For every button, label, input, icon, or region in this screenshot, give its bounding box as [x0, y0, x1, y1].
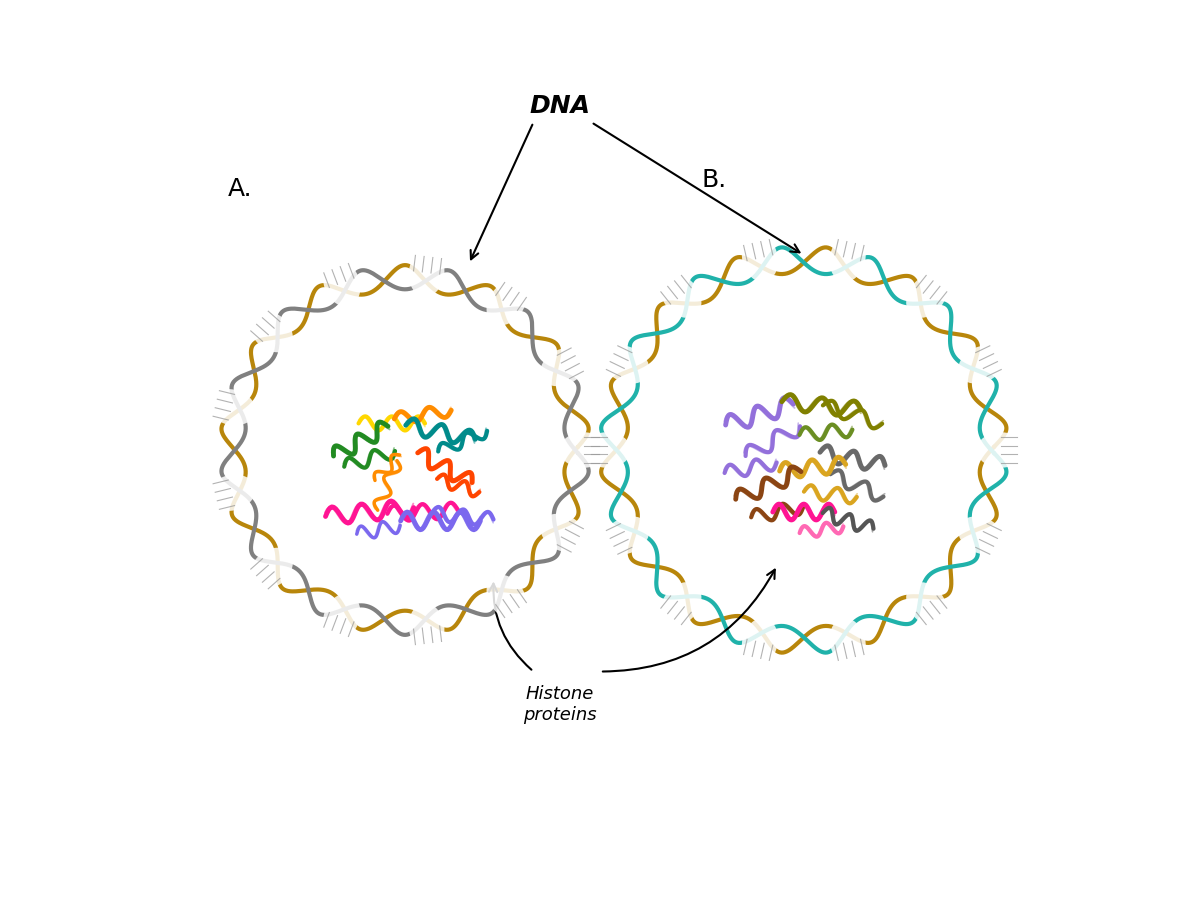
Ellipse shape — [958, 517, 1004, 554]
Ellipse shape — [660, 274, 702, 318]
Ellipse shape — [977, 432, 1025, 468]
Ellipse shape — [742, 618, 778, 666]
Ellipse shape — [602, 517, 649, 554]
Ellipse shape — [906, 274, 947, 318]
Ellipse shape — [250, 548, 293, 590]
Ellipse shape — [742, 234, 778, 282]
Text: A.: A. — [228, 176, 252, 201]
Ellipse shape — [829, 234, 865, 282]
Ellipse shape — [208, 474, 256, 511]
Ellipse shape — [540, 514, 587, 553]
Ellipse shape — [323, 594, 360, 641]
Ellipse shape — [486, 575, 527, 619]
Ellipse shape — [660, 582, 702, 626]
Ellipse shape — [602, 346, 649, 383]
Ellipse shape — [250, 310, 293, 352]
Text: B.: B. — [702, 167, 727, 192]
Ellipse shape — [829, 618, 865, 666]
Ellipse shape — [486, 281, 527, 325]
Ellipse shape — [409, 603, 444, 652]
Ellipse shape — [906, 582, 947, 626]
Ellipse shape — [323, 259, 360, 306]
Ellipse shape — [582, 432, 631, 468]
Text: DNA: DNA — [529, 94, 590, 118]
Ellipse shape — [208, 389, 256, 426]
Ellipse shape — [958, 346, 1004, 383]
Ellipse shape — [540, 347, 587, 386]
Ellipse shape — [409, 248, 444, 297]
Text: Histone
proteins: Histone proteins — [523, 685, 596, 724]
Ellipse shape — [559, 432, 608, 468]
